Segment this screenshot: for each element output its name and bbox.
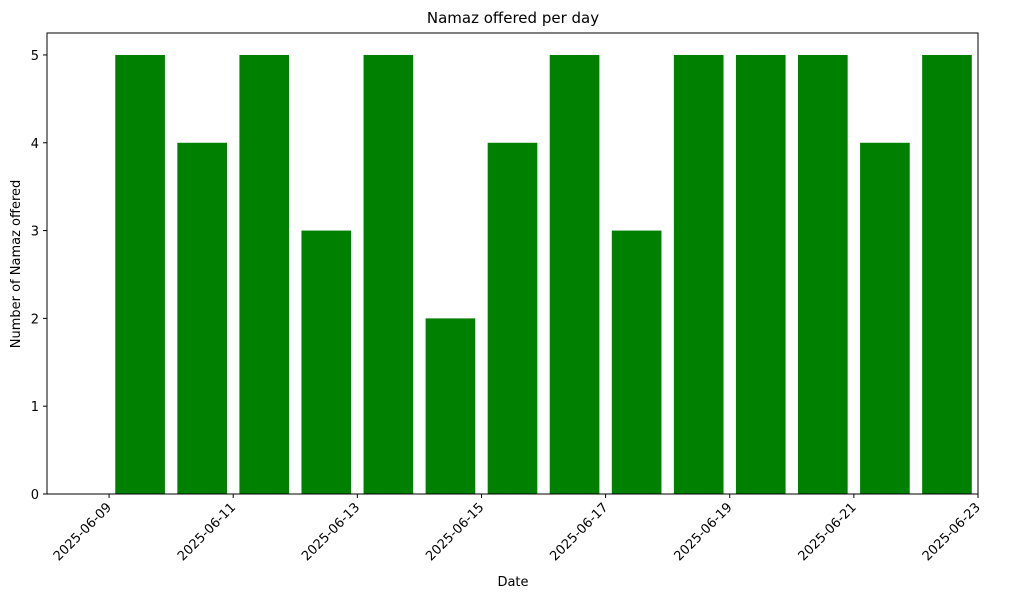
bar-2025-06-22 xyxy=(922,54,972,494)
x-tick-label: 2025-06-11 xyxy=(175,500,239,564)
y-tick-label: 5 xyxy=(31,49,39,64)
y-tick-label: 4 xyxy=(31,137,39,152)
bar-2025-06-20 xyxy=(798,54,848,494)
x-tick-label: 2025-06-17 xyxy=(547,500,611,564)
bar-2025-06-12 xyxy=(301,230,352,495)
bars-group xyxy=(115,54,972,495)
bar-2025-06-11 xyxy=(239,54,290,494)
bar-2025-06-09 xyxy=(115,54,165,494)
bar-2025-06-15 xyxy=(487,142,538,494)
x-tick-label: 2025-06-13 xyxy=(299,500,363,564)
bar-2025-06-18 xyxy=(673,54,724,494)
chart-title: Namaz offered per day xyxy=(427,9,599,27)
bar-2025-06-10 xyxy=(177,142,227,494)
y-tick-label: 0 xyxy=(31,488,39,503)
y-axis-label: Number of Namaz offered xyxy=(9,180,24,349)
bar-2025-06-17 xyxy=(611,230,662,495)
x-tick-label: 2025-06-09 xyxy=(51,500,115,564)
x-axis-label: Date xyxy=(497,575,528,590)
y-tick-label: 1 xyxy=(31,400,39,415)
y-tick-label: 3 xyxy=(31,225,39,240)
x-tick-label: 2025-06-15 xyxy=(423,500,487,564)
x-axis-ticks: 2025-06-09 2025-06-11 2025-06-13 2025-06-15… xyxy=(51,494,984,564)
bar-2025-06-13 xyxy=(363,54,414,494)
bar-2025-06-21 xyxy=(860,142,910,494)
x-tick-label: 2025-06-21 xyxy=(796,500,860,564)
y-tick-label: 2 xyxy=(31,312,39,327)
plot-frame xyxy=(46,32,979,495)
bar-2025-06-19 xyxy=(735,54,786,494)
y-axis-ticks: 0 1 2 3 4 5 xyxy=(31,49,47,503)
x-tick-label: 2025-06-23 xyxy=(920,500,984,564)
x-tick-label: 2025-06-19 xyxy=(672,500,736,564)
bar-2025-06-14 xyxy=(425,318,476,494)
bar-2025-06-16 xyxy=(549,54,600,494)
